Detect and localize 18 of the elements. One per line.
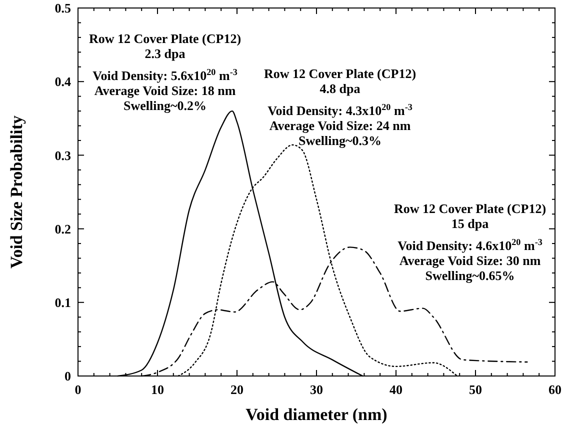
- x-tick-label: 50: [469, 382, 482, 397]
- y-tick-label: 0.4: [54, 74, 72, 90]
- annotation: Row 12 Cover Plate (CP12) 4.8 dpa Void Density: 4.3x10$^{20}$ m$^{-3}$ Average Void Size: 24 nm Swelling~0.3%: [264, 66, 416, 148]
- x-tick-label: 10: [151, 382, 164, 397]
- annotation: Row 12 Cover Plate (CP12) 2.3 dpa Void Density: 5.6x10$^{20}$ m$^{-3}$ Average Void Size: 18 nm Swelling~0.2%: [88, 31, 242, 113]
- x-tick-label: 40: [390, 382, 402, 397]
- x-tick-label: 30: [310, 382, 323, 397]
- y-tick-label: 0.5: [54, 0, 72, 16]
- annotation: Row 12 Cover Plate (CP12) 15 dpa Void Density: 4.6x10$^{20}$ m$^{-3}$ Average Void Size: 30 nm Swelling~0.65%: [394, 201, 546, 283]
- y-tick-label: 0.2: [54, 221, 71, 236]
- x-axis-title: Void diameter (nm): [246, 405, 388, 424]
- x-tick-label: 60: [548, 382, 562, 397]
- x-tick-label: 0: [74, 382, 82, 397]
- y-tick-label: 0.3: [54, 148, 72, 163]
- y-tick-label: 0.1: [54, 294, 71, 310]
- y-tick-label: 0: [64, 368, 71, 384]
- y-axis-title: Void Size Probability: [7, 114, 26, 269]
- x-tick-label: 20: [230, 382, 244, 397]
